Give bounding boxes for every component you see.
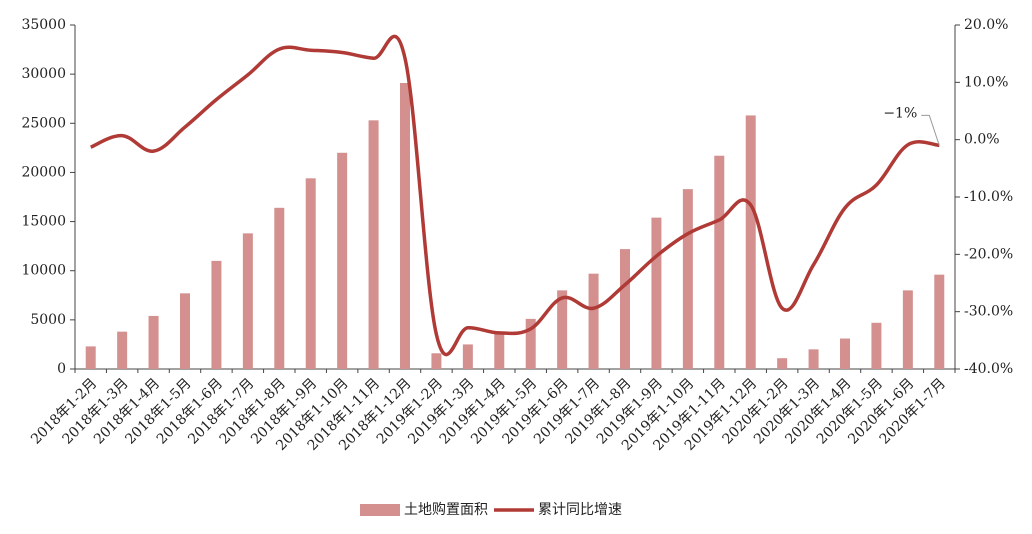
bar bbox=[557, 290, 568, 369]
bar bbox=[400, 82, 410, 369]
bar bbox=[117, 331, 128, 369]
y-tick-label: 10000 bbox=[21, 263, 66, 279]
bar bbox=[745, 115, 756, 370]
bar bbox=[305, 178, 316, 369]
y-tick-label: 25000 bbox=[21, 115, 66, 131]
bar bbox=[180, 293, 190, 369]
bar bbox=[462, 344, 473, 369]
bar bbox=[85, 346, 96, 369]
legend-swatch bbox=[360, 504, 400, 516]
y-tick-label: 20000 bbox=[21, 164, 66, 180]
bar bbox=[871, 322, 882, 369]
y-tick-label: 5000 bbox=[30, 312, 66, 328]
y2-tick-label: 10.0% bbox=[964, 74, 1008, 90]
y2-tick-label: -20.0% bbox=[964, 246, 1013, 262]
bar bbox=[494, 331, 505, 369]
bar bbox=[808, 349, 819, 369]
bar bbox=[682, 189, 693, 369]
y2-tick-label: 0.0% bbox=[964, 132, 1000, 148]
bar bbox=[777, 358, 788, 369]
y-tick-label: 15000 bbox=[21, 214, 66, 230]
y-tick-label: 30000 bbox=[21, 66, 66, 82]
bar bbox=[337, 152, 348, 369]
bar bbox=[368, 120, 379, 369]
bar bbox=[211, 260, 222, 369]
line bbox=[90, 34, 940, 357]
bar bbox=[588, 273, 599, 369]
bar bbox=[525, 318, 536, 369]
annotation-leader bbox=[921, 114, 940, 146]
y-tick-label: 35000 bbox=[21, 17, 66, 33]
y-tick-label: 0 bbox=[57, 361, 66, 377]
bar bbox=[242, 233, 253, 369]
bar bbox=[840, 338, 850, 369]
bar bbox=[651, 217, 662, 369]
y2-tick-label: -30.0% bbox=[964, 304, 1013, 320]
bar bbox=[274, 207, 285, 369]
bar bbox=[431, 353, 442, 369]
y2-tick-label: -10.0% bbox=[964, 189, 1013, 205]
bar bbox=[934, 274, 945, 369]
annotation: −1% bbox=[883, 105, 917, 121]
legend-label: 累计同比增速 bbox=[538, 502, 622, 518]
bar bbox=[714, 155, 725, 369]
bar bbox=[902, 290, 913, 369]
y2-tick-label: -40.0% bbox=[964, 361, 1013, 377]
bar bbox=[148, 315, 159, 369]
bar bbox=[620, 249, 630, 369]
legend-label: 土地购置面积 bbox=[404, 502, 488, 518]
y2-tick-label: 20.0% bbox=[964, 17, 1008, 33]
